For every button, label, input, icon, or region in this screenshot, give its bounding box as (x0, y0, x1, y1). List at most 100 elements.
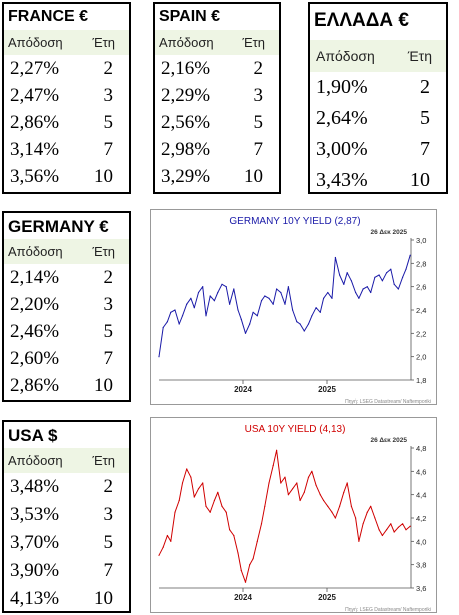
germany-yield-table: GERMANY € Απόδοση Έτη 2,14% 2 2,20% 3 2,46… (2, 211, 131, 402)
years-value: 10 (410, 169, 430, 191)
data-point (166, 321, 168, 323)
data-point (287, 494, 289, 496)
data-point (264, 505, 266, 507)
data-point (346, 482, 348, 484)
data-point (378, 274, 380, 276)
data-point (409, 254, 411, 256)
usa-yield-chart: USA 10Y YIELD (4,13) 26 Δεκ 2025 3,6 3,8 4,0… (150, 417, 437, 613)
table-row: 2,46% 5 (4, 318, 129, 345)
data-point (186, 468, 188, 470)
data-point (252, 558, 254, 560)
data-point (197, 291, 200, 294)
data-point (158, 554, 160, 556)
years-value: 2 (103, 476, 114, 497)
data-point (339, 274, 341, 276)
table-row: 3,56% 10 (4, 163, 129, 190)
data-point (374, 276, 376, 278)
x-tick-label: 2025 (318, 593, 336, 602)
years-value: 7 (103, 348, 114, 369)
yield-value: 2,86% (10, 112, 60, 133)
series-line (158, 255, 411, 357)
data-point (303, 330, 305, 332)
y-tick-label: 3,0 (416, 236, 426, 245)
data-point (370, 291, 372, 294)
data-point (327, 291, 329, 294)
yield-value: 3,00% (316, 138, 368, 160)
y-tick-label: 2,6 (416, 283, 426, 292)
y-tick-label: 4,4 (416, 491, 426, 500)
data-point (162, 546, 164, 548)
data-point (264, 295, 266, 297)
yield-value: 3,90% (10, 560, 60, 581)
yield-value: 2,20% (10, 294, 60, 315)
data-point (205, 315, 207, 317)
data-point (252, 311, 254, 313)
table-header: Απόδοση Έτη (4, 448, 129, 473)
data-point (299, 499, 301, 502)
yield-value: 3,14% (10, 139, 60, 160)
data-point (240, 569, 242, 572)
data-point (225, 286, 227, 288)
data-point (287, 286, 289, 288)
data-point (405, 529, 407, 531)
years-value: 2 (253, 58, 264, 79)
x-tick-label: 2025 (318, 385, 336, 394)
data-point (362, 523, 364, 525)
years-value: 5 (103, 532, 114, 553)
y-tick-label: 4,6 (416, 467, 426, 476)
data-point (378, 529, 380, 531)
yield-value: 2,27% (10, 58, 60, 79)
data-point (272, 464, 274, 467)
yield-value: 4,13% (10, 588, 60, 609)
data-point (397, 288, 399, 290)
data-point (390, 523, 392, 525)
years-header: Έτη (407, 48, 432, 64)
data-point (366, 511, 368, 513)
years-value: 10 (94, 588, 113, 609)
chart-date-label: 26 Δεκ 2025 (371, 437, 408, 444)
yield-header: Απόδοση (8, 453, 63, 468)
table-row: 3,00% 7 (310, 134, 446, 165)
table-row: 2,29% 3 (155, 82, 279, 109)
data-point (343, 491, 345, 493)
data-point (331, 511, 333, 513)
data-point (209, 511, 211, 513)
y-tick-label: 2,4 (416, 306, 426, 315)
data-point (280, 482, 282, 484)
data-point (229, 303, 231, 305)
table-row: 3,14% 7 (4, 136, 129, 163)
data-point (409, 525, 411, 527)
years-value: 2 (103, 267, 114, 288)
chart-source: Πηγή: LSEG Datastream/ Naftemporiki (345, 398, 431, 405)
data-point (225, 511, 227, 513)
data-point (381, 280, 383, 282)
data-point (202, 286, 204, 288)
data-point (343, 283, 345, 285)
y-tick-label: 4,2 (416, 514, 426, 523)
years-value: 7 (253, 139, 264, 160)
data-point (402, 276, 404, 278)
table-title: USA $ (8, 426, 58, 445)
data-point (331, 297, 333, 299)
table-title: FRANCE € (8, 8, 89, 25)
data-point (178, 499, 180, 502)
table-row: 3,29% 10 (155, 163, 279, 190)
data-point (284, 303, 286, 305)
data-point (307, 323, 310, 325)
years-value: 7 (103, 139, 114, 160)
data-point (350, 280, 352, 282)
series-line (158, 449, 411, 583)
data-point (358, 540, 360, 542)
yield-value: 1,90% (316, 76, 368, 98)
data-point (323, 297, 325, 299)
years-value: 2 (103, 58, 114, 79)
years-value: 5 (103, 112, 114, 133)
usa-yield-table: USA $ Απόδοση Έτη 3,48% 2 3,53% 3 3,70% 5 3… (2, 420, 131, 613)
data-point (170, 311, 172, 313)
data-point (181, 482, 184, 484)
years-value: 7 (420, 138, 430, 160)
greece-yield-table: ΕΛΛΑΔΑ € Απόδοση Έτη 1,90% 2 2,64% 5 3,00%… (308, 2, 448, 194)
data-point (393, 283, 395, 285)
data-point (217, 291, 219, 294)
data-point (229, 529, 231, 531)
